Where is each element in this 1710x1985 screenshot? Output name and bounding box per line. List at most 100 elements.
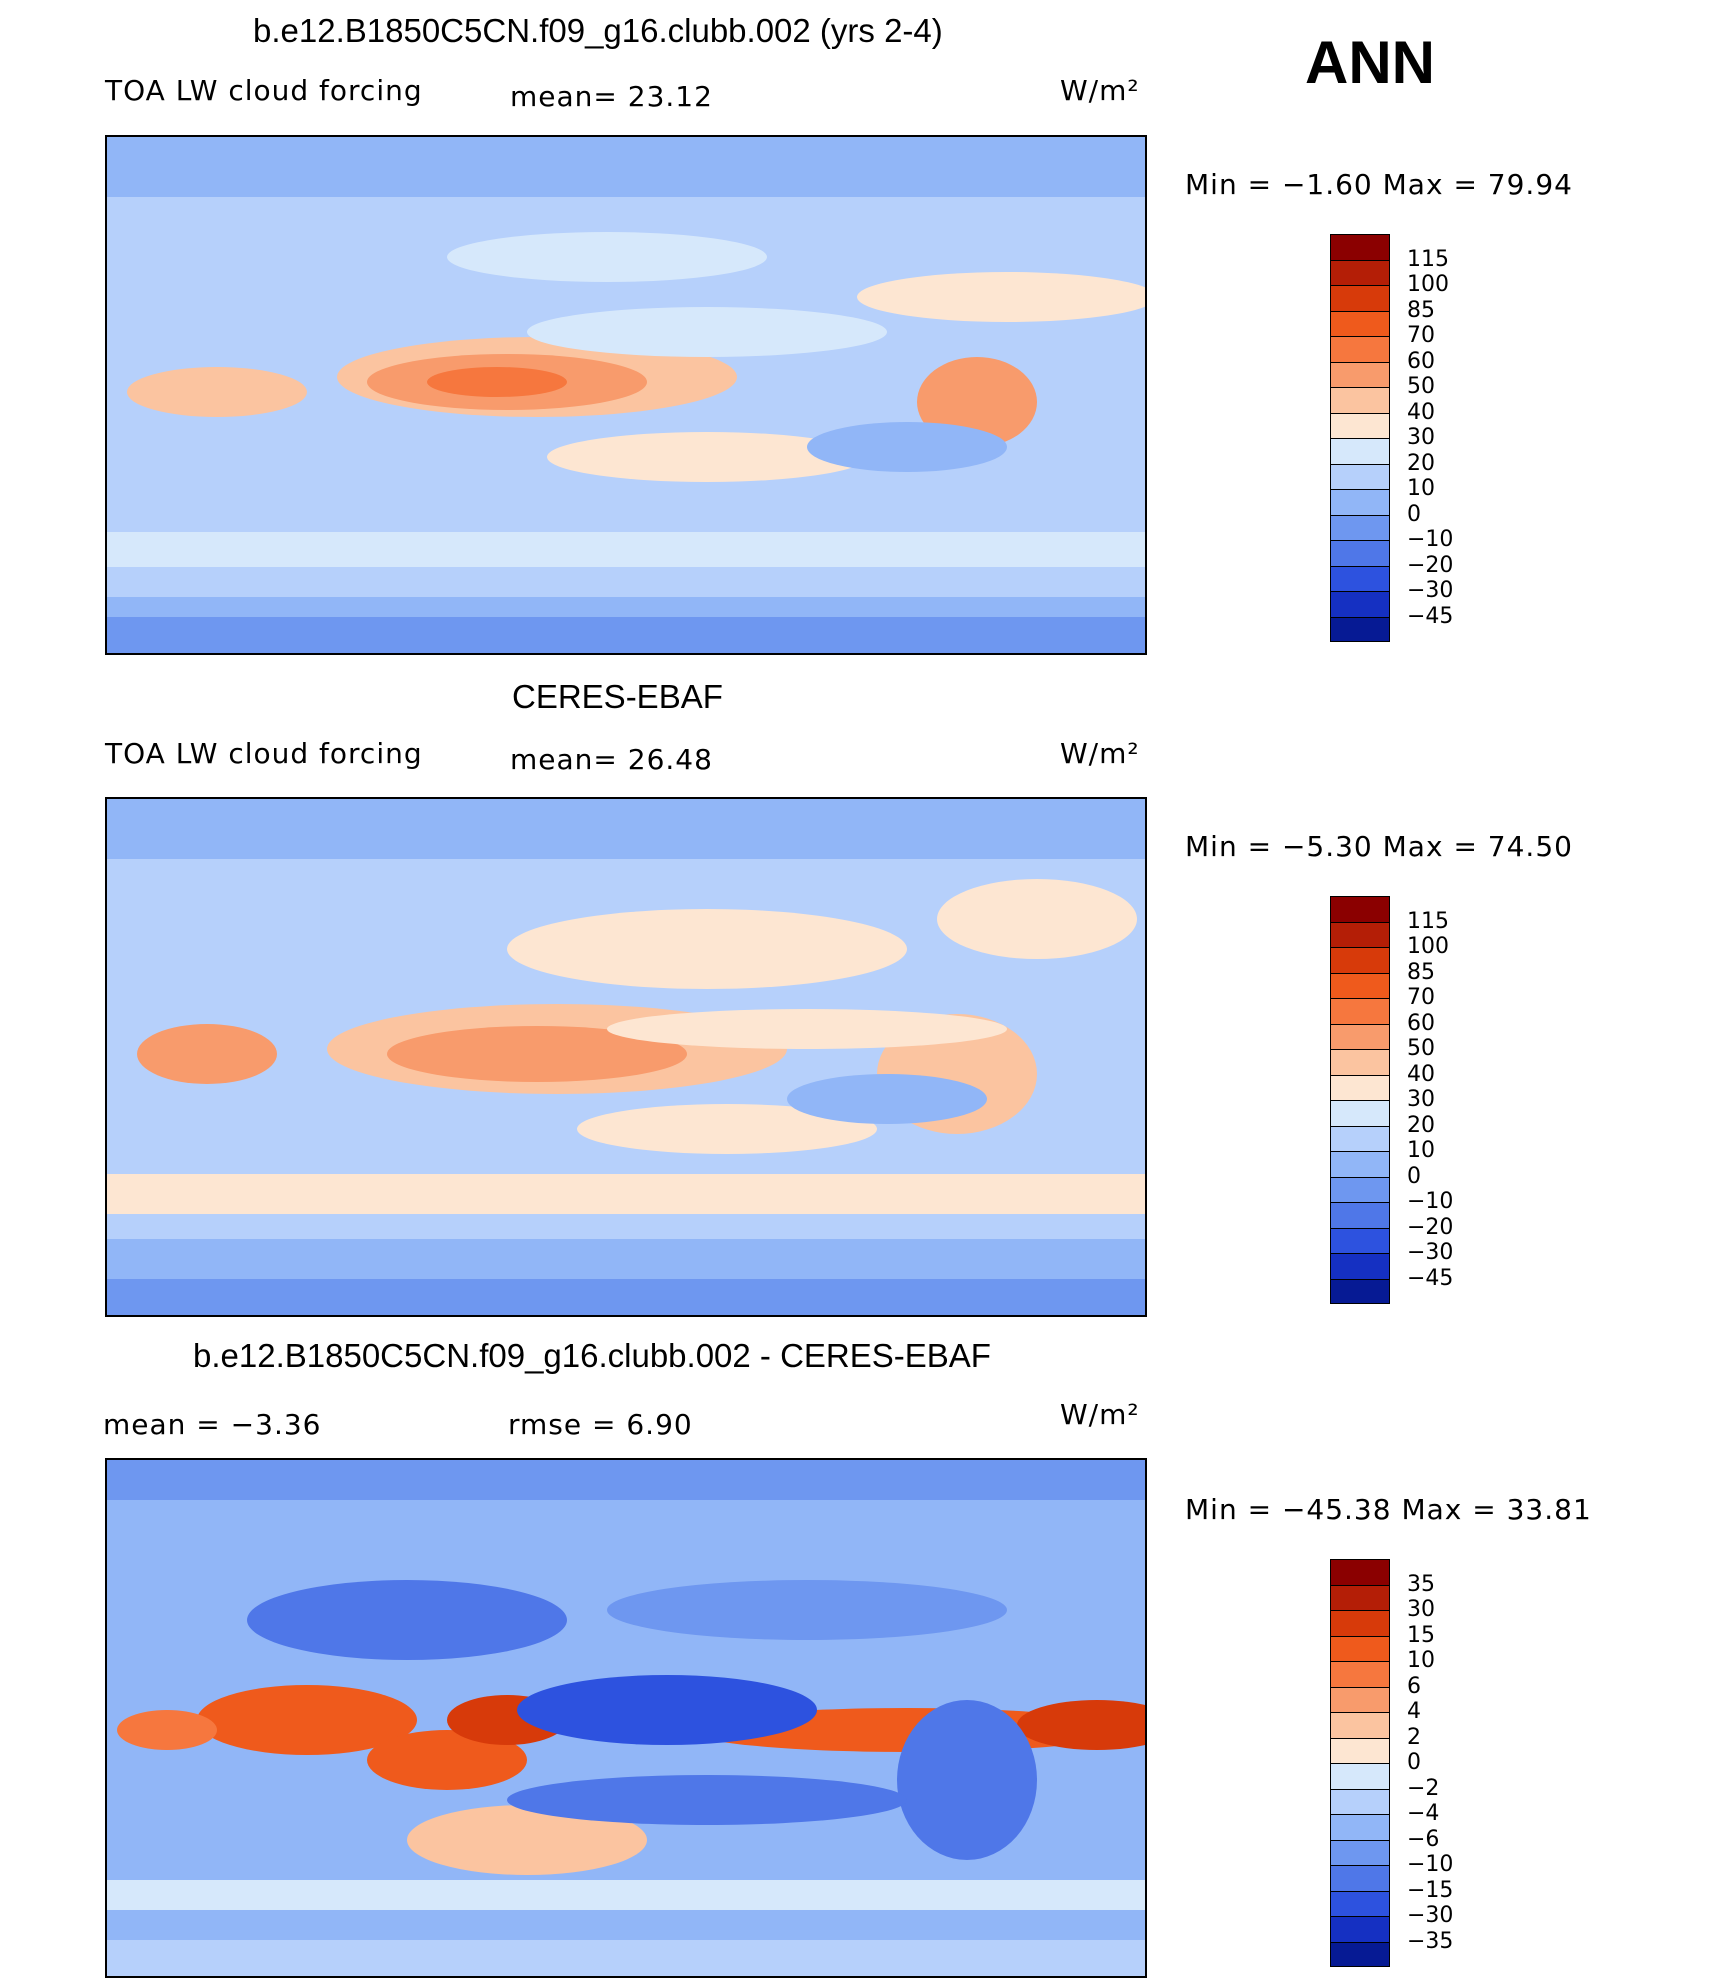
colorbar-swatch xyxy=(1330,1559,1390,1585)
colorbar-tick-label: 10 xyxy=(1407,1648,1435,1673)
colorbar-swatch xyxy=(1330,1253,1390,1279)
colorbar-swatch xyxy=(1330,947,1390,973)
colorbar-swatch xyxy=(1330,616,1390,642)
colorbar-tick-label: −45 xyxy=(1407,603,1454,629)
colorbar-swatch xyxy=(1330,1635,1390,1661)
colorbar-swatch xyxy=(1330,565,1390,591)
colorbar-tick-label: 85 xyxy=(1407,959,1435,985)
colorbar-swatch xyxy=(1330,896,1390,922)
colorbar-tick-label: 35 xyxy=(1407,1571,1435,1597)
colorbar-swatch xyxy=(1330,1814,1390,1840)
panel-2-title: CERES-EBAF xyxy=(512,678,723,715)
colorbar-swatch xyxy=(1330,1737,1390,1763)
colorbar-tick-label: 70 xyxy=(1407,323,1435,348)
colorbar-tick-label: 60 xyxy=(1407,348,1435,374)
panel-1-minmax: Min = −1.60 Max = 79.94 xyxy=(1185,168,1573,201)
colorbar-tick-label: 115 xyxy=(1407,908,1449,934)
colorbar-swatch xyxy=(1330,1865,1390,1891)
colorbar-tick-label: 50 xyxy=(1407,1036,1435,1061)
colorbar-tick-label: 40 xyxy=(1407,399,1435,425)
colorbar-tick-label: 20 xyxy=(1407,450,1435,476)
colorbar-swatch xyxy=(1330,1151,1390,1177)
colorbar-swatch xyxy=(1330,387,1390,413)
colorbar-swatch xyxy=(1330,1227,1390,1253)
panel-2-units: W/m² xyxy=(1060,737,1140,770)
colorbar-tick-label: −6 xyxy=(1407,1826,1440,1852)
colorbar-swatch xyxy=(1330,514,1390,540)
colorbar-tick-label: −10 xyxy=(1407,1189,1454,1214)
colorbar-tick-label: 40 xyxy=(1407,1061,1435,1087)
colorbar-swatch xyxy=(1330,1100,1390,1126)
colorbar-tick-label: −15 xyxy=(1407,1877,1454,1903)
colorbar-tick-label: 6 xyxy=(1407,1673,1421,1699)
panel-3-title: b.e12.B1850C5CN.f09_g16.clubb.002 - CERE… xyxy=(193,1337,991,1374)
panel-2-map xyxy=(105,797,1147,1317)
colorbar-swatch xyxy=(1330,361,1390,387)
colorbar-tick-label: 10 xyxy=(1407,1138,1435,1163)
colorbar-tick-label: 0 xyxy=(1407,1163,1421,1189)
colorbar-tick-label: −10 xyxy=(1407,1852,1454,1877)
colorbar-tick-label: −35 xyxy=(1407,1928,1454,1954)
panel-1-map xyxy=(105,135,1147,655)
colorbar-tick-label: −30 xyxy=(1407,1240,1454,1265)
colorbar-swatch xyxy=(1330,1890,1390,1916)
colorbar-swatch xyxy=(1330,1839,1390,1865)
colorbar-swatch xyxy=(1330,310,1390,336)
colorbar-swatch xyxy=(1330,1125,1390,1151)
colorbar-tick-label: −2 xyxy=(1407,1775,1440,1801)
colorbar-tick-label: −20 xyxy=(1407,552,1454,578)
panel-2-mean: mean= 26.48 xyxy=(510,743,713,776)
colorbar-swatch xyxy=(1330,591,1390,617)
colorbar-swatch xyxy=(1330,1763,1390,1789)
colorbar-swatch xyxy=(1330,1278,1390,1304)
colorbar-tick-label: −10 xyxy=(1407,527,1454,552)
colorbar-swatch xyxy=(1330,1686,1390,1712)
colorbar-tick-label: 115 xyxy=(1407,246,1449,272)
colorbar-swatch xyxy=(1330,921,1390,947)
panel-2-minmax: Min = −5.30 Max = 74.50 xyxy=(1185,830,1573,863)
colorbar-swatch xyxy=(1330,438,1390,464)
colorbar-tick-label: 100 xyxy=(1407,934,1449,959)
colorbar-swatch xyxy=(1330,1610,1390,1636)
colorbar-swatch xyxy=(1330,285,1390,311)
colorbar-tick-label: 0 xyxy=(1407,1750,1421,1775)
colorbar-tick-label: −4 xyxy=(1407,1801,1440,1826)
panel-2-map-field xyxy=(107,799,1145,1315)
panel-1-units: W/m² xyxy=(1060,74,1140,107)
colorbar-swatch xyxy=(1330,1788,1390,1814)
colorbar-swatch xyxy=(1330,234,1390,260)
colorbar-tick-label: 85 xyxy=(1407,297,1435,323)
colorbar-swatch xyxy=(1330,1712,1390,1738)
panel-3-rmse: rmse = 6.90 xyxy=(508,1408,693,1441)
panel-1-map-field xyxy=(107,137,1145,653)
colorbar-tick-label: 50 xyxy=(1407,374,1435,399)
colorbar-tick-label: 70 xyxy=(1407,985,1435,1010)
colorbar-swatch xyxy=(1330,998,1390,1024)
colorbar-tick-label: 2 xyxy=(1407,1724,1421,1750)
panel-3-map xyxy=(105,1458,1147,1978)
colorbar-tick-label: 60 xyxy=(1407,1010,1435,1036)
colorbar-tick-label: 30 xyxy=(1407,425,1435,450)
colorbar-tick-label: −20 xyxy=(1407,1214,1454,1240)
colorbar-tick-label: 4 xyxy=(1407,1699,1421,1724)
colorbar-swatch xyxy=(1330,1916,1390,1942)
colorbar-swatch xyxy=(1330,1176,1390,1202)
panel-3-minmax: Min = −45.38 Max = 33.81 xyxy=(1185,1493,1592,1526)
colorbar-tick-label: 20 xyxy=(1407,1112,1435,1138)
colorbar-swatch xyxy=(1330,1202,1390,1228)
colorbar-swatch xyxy=(1330,540,1390,566)
panel-2-variable: TOA LW cloud forcing xyxy=(105,737,423,770)
colorbar-swatch xyxy=(1330,489,1390,515)
colorbar-tick-label: −30 xyxy=(1407,578,1454,603)
colorbar-tick-label: 30 xyxy=(1407,1597,1435,1622)
colorbar-swatch xyxy=(1330,259,1390,285)
panel-1-title: b.e12.B1850C5CN.f09_g16.clubb.002 (yrs 2… xyxy=(253,12,943,49)
colorbar-tick-label: 15 xyxy=(1407,1622,1435,1648)
colorbar-swatch xyxy=(1330,972,1390,998)
colorbar-tick-label: 10 xyxy=(1407,476,1435,501)
colorbar-tick-label: 30 xyxy=(1407,1087,1435,1112)
panel-3-map-field xyxy=(107,1460,1145,1976)
colorbar-swatch xyxy=(1330,1049,1390,1075)
colorbar-tick-label: 0 xyxy=(1407,501,1421,527)
panel-1-mean: mean= 23.12 xyxy=(510,80,713,113)
